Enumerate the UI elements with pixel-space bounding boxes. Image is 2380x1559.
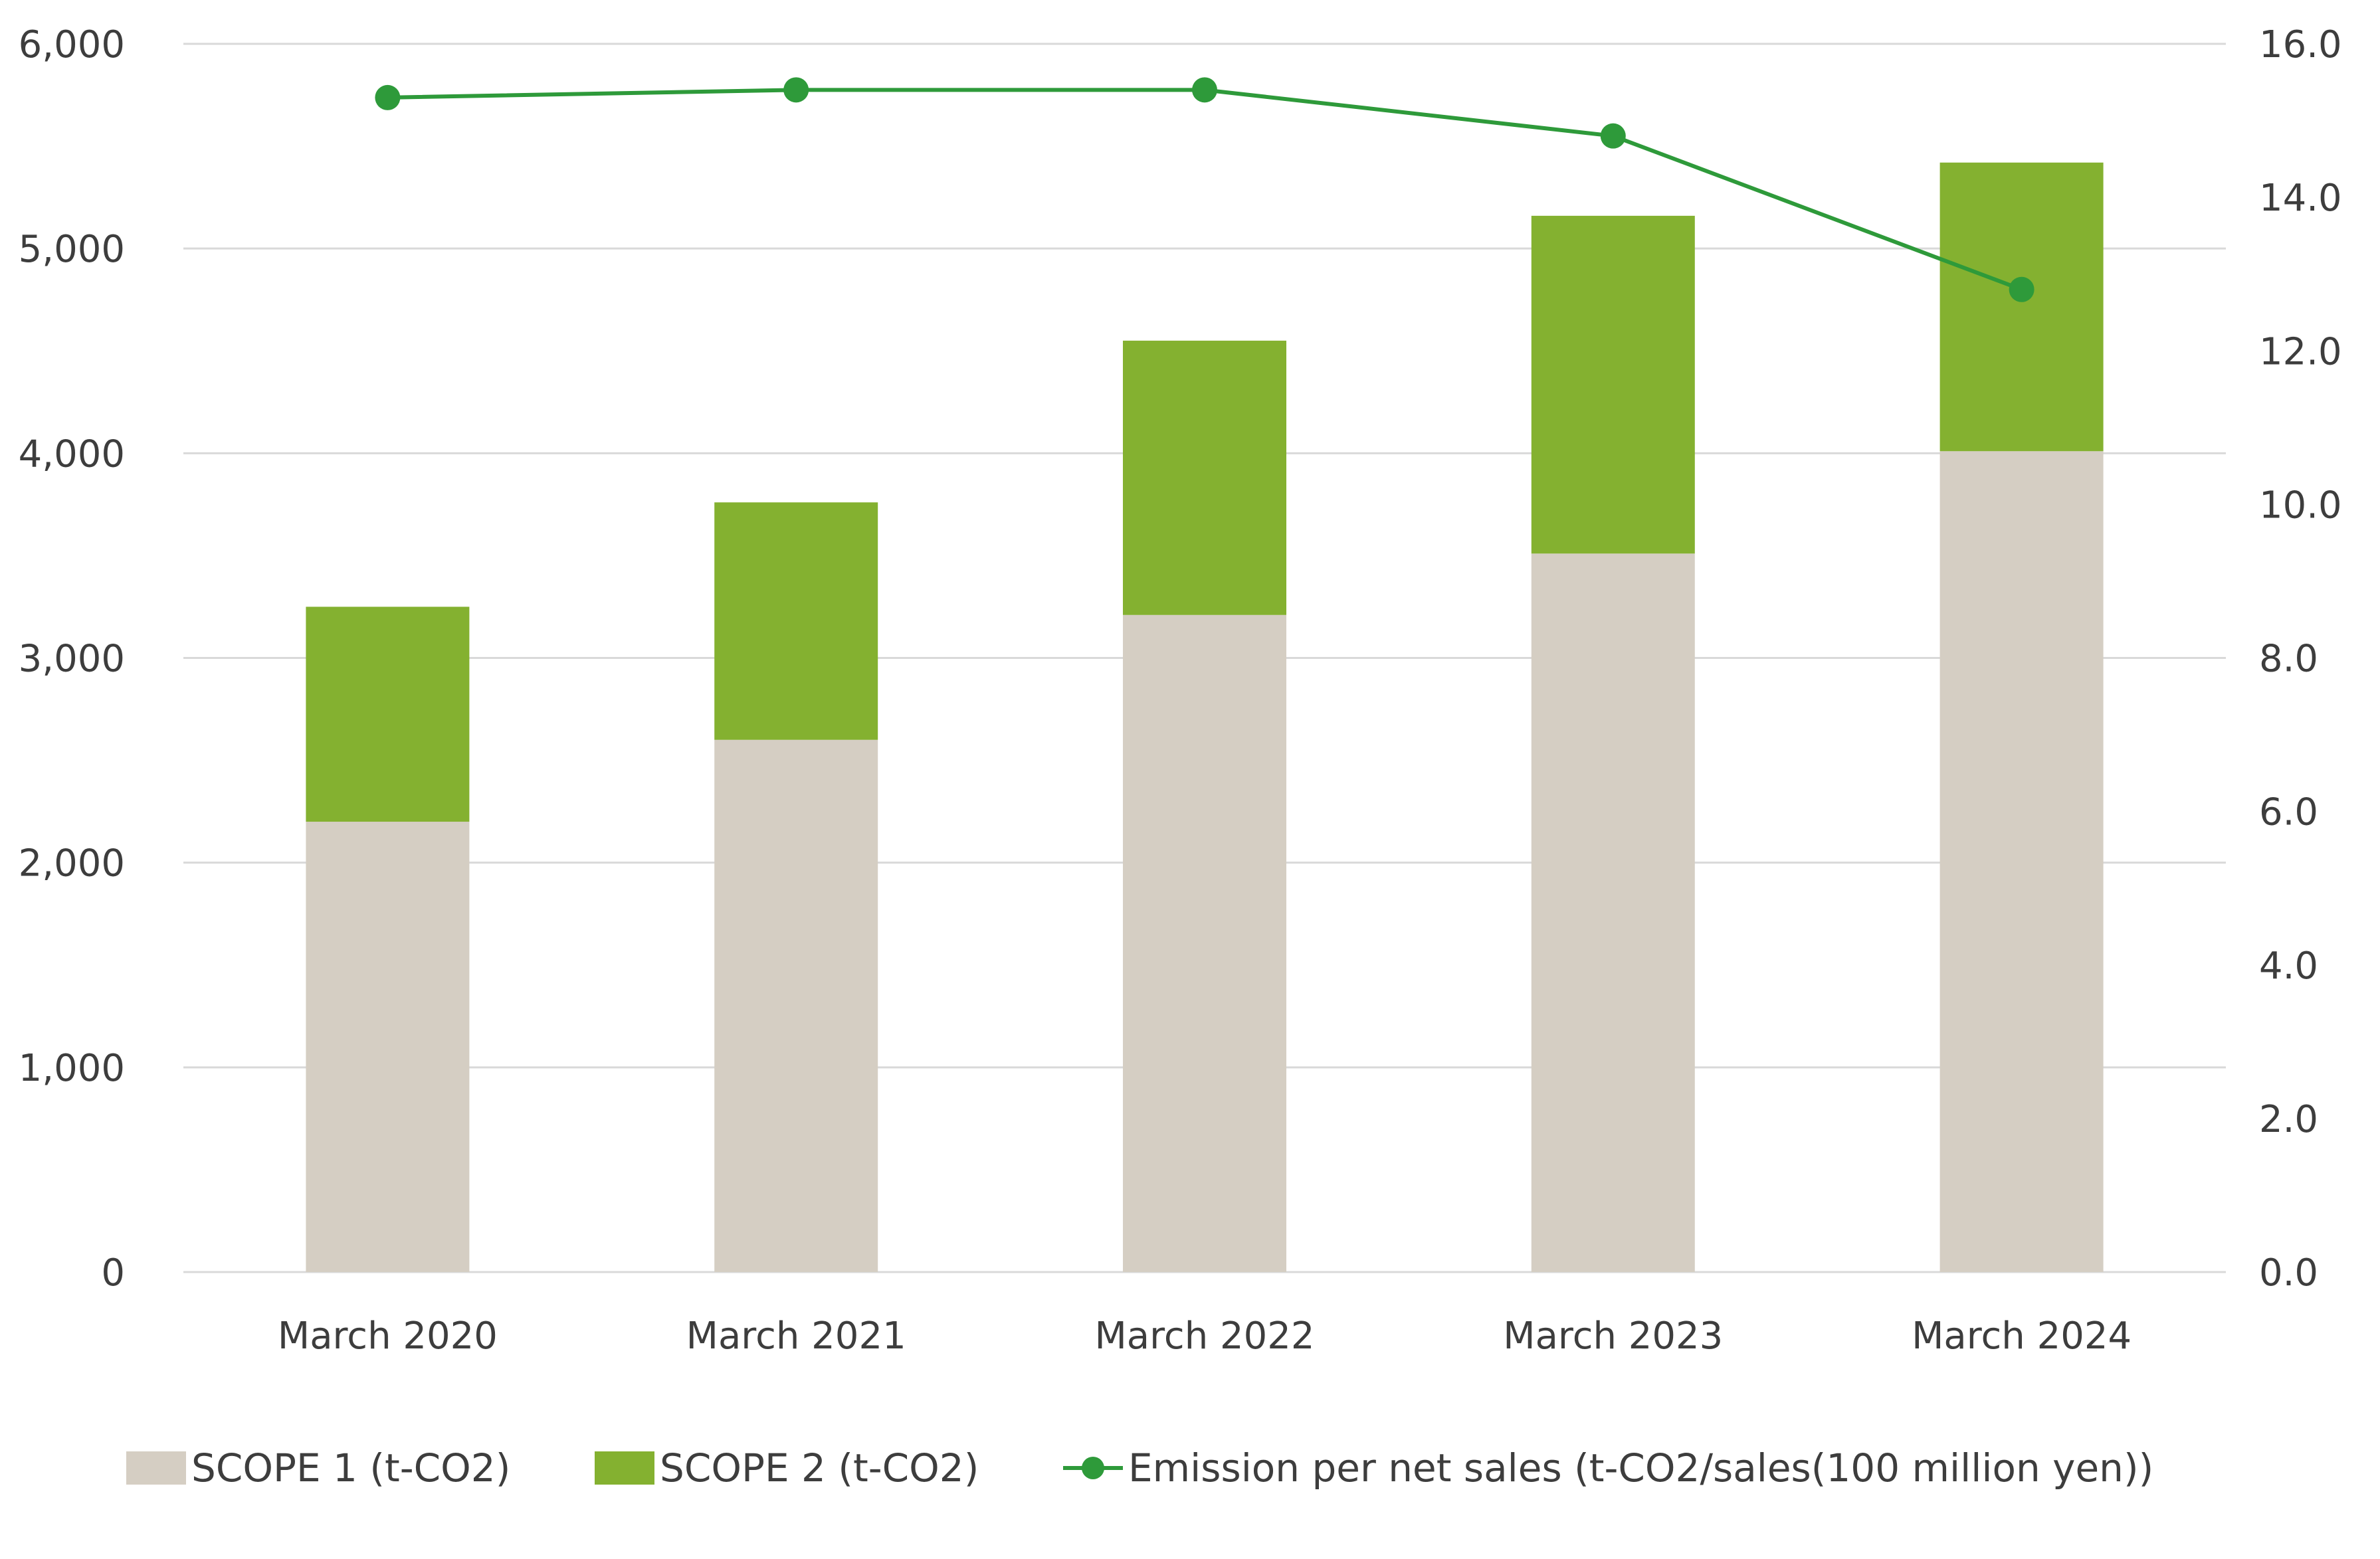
line-series [375,77,2034,302]
bar-scope1 [1123,614,1286,1272]
legend-label-scope1: SCOPE 1 (t-CO2) [191,1445,510,1491]
y-right-tick-label: 10.0 [2259,484,2342,527]
y-right-tick-label: 2.0 [2259,1098,2318,1141]
emission-line [387,88,2023,292]
emission-point [1192,77,1217,103]
y-left-tick-label: 5,000 [19,228,125,271]
bar-scope2 [1123,340,1286,615]
legend-swatch-scope1 [126,1451,186,1485]
right-axis: 0.0 2.0 4.0 6.0 8.0 10.0 12.0 14.0 16.0 [2259,23,2342,1295]
y-right-tick-label: 16.0 [2259,23,2342,66]
bar-series [306,162,2104,1273]
bar-scope2 [1531,215,1695,554]
emission-point [783,77,809,103]
bar-scope1 [1531,553,1695,1273]
legend-label-emission: Emission per net sales (t-CO2/sales(100 … [1128,1445,2153,1491]
y-left-tick-label: 2,000 [19,842,125,885]
emission-point [375,84,401,110]
y-right-tick-label: 4.0 [2259,945,2318,988]
left-axis: 0 1,000 2,000 3,000 4,000 5,000 6,000 [19,23,125,1295]
x-tick-label: March 2024 [1912,1315,2132,1358]
y-right-tick-label: 6.0 [2259,791,2318,834]
bar-scope2 [714,502,878,740]
y-right-tick-label: 8.0 [2259,638,2318,681]
y-left-tick-label: 6,000 [19,23,125,66]
legend-marker [1082,1457,1104,1479]
y-left-tick-label: 4,000 [19,432,125,476]
x-tick-label: March 2022 [1094,1315,1314,1358]
legend: SCOPE 1 (t-CO2) SCOPE 2 (t-CO2) Emission p… [126,1445,2153,1491]
legend-swatch-scope2 [595,1451,654,1485]
x-axis: March 2020 March 2021 March 2022 March 2023… [278,1315,2132,1358]
y-left-tick-label: 3,000 [19,638,125,681]
bar-scope1 [1939,451,2104,1272]
x-tick-label: March 2021 [686,1315,906,1358]
emission-point [1600,123,1626,149]
y-left-tick-label: 0 [101,1251,125,1295]
bar-scope2 [306,606,470,822]
y-right-tick-label: 0.0 [2259,1251,2318,1295]
y-right-tick-label: 12.0 [2259,330,2342,373]
bar-scope2 [1939,162,2104,452]
x-tick-label: March 2020 [278,1315,498,1358]
y-right-tick-label: 14.0 [2259,177,2342,220]
emission-point [2009,276,2034,302]
x-tick-label: March 2023 [1503,1315,1723,1358]
bar-scope1 [714,739,878,1272]
bar-scope1 [306,822,470,1272]
legend-label-scope2: SCOPE 2 (t-CO2) [660,1445,979,1491]
y-left-tick-label: 1,000 [19,1047,125,1090]
